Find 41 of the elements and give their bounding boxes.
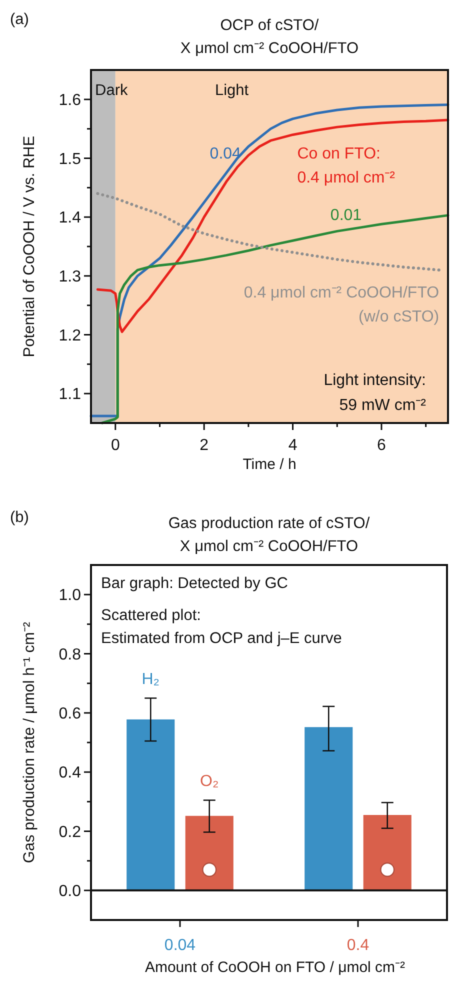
band-label: Light: [214, 82, 250, 99]
y-tick-label: 1.1: [58, 386, 82, 404]
bar: [304, 727, 353, 890]
y-tick-label: 0.4: [58, 764, 82, 782]
chart-title: OCP of cSTO/ X μmol cm⁻² CoOOH/FTO: [180, 17, 359, 57]
x-tick-label: 6: [377, 437, 386, 454]
annotation: Bar graph: Detected by GC: [101, 575, 288, 592]
text: (b): [10, 509, 29, 526]
y-tick-label: 1.2: [58, 327, 82, 344]
chart-title: Gas production rate of cSTO/ X μmol cm⁻² CoOOH/FTO: [168, 515, 370, 555]
x-axis-title: Amount of CoOOH on FTO / μmol cm⁻²: [144, 959, 406, 976]
bar: [363, 814, 412, 890]
x-tick-label: 0: [110, 437, 120, 454]
y-tick-label: 1.3: [58, 268, 82, 286]
series-label: O₂: [200, 773, 219, 790]
y-tick-label: 1.0: [58, 587, 82, 604]
annotation: Scattered plot: Estimated from OCP and j–E curve: [101, 607, 342, 647]
series-label: Co on FTO: 0.4 μmol cm⁻²: [297, 145, 396, 186]
annotation: Light intensity: 59 mW cm⁻²: [324, 372, 427, 414]
line-series: [96, 192, 441, 272]
bar: [185, 816, 234, 890]
bar: [126, 719, 175, 890]
series-label: 0.4 μmol cm⁻² CoOOH/FTO (w/o cSTO): [244, 284, 440, 326]
y-tick-label: 0.8: [58, 646, 82, 664]
y-tick-label: 1.4: [58, 210, 82, 227]
series-label: H₂: [142, 671, 160, 688]
y-axis-title: Potential of CoOOH / V vs. RHE: [21, 136, 38, 358]
y-tick-label: 0.0: [58, 883, 82, 900]
x-axis-title: Time / h: [242, 456, 296, 473]
y-tick-label: 0.2: [58, 824, 82, 841]
series-label: 0.01: [330, 207, 362, 224]
x-tick-label: 2: [200, 437, 209, 454]
y-tick-label: 0.6: [58, 706, 82, 723]
series-label: 0.04: [210, 145, 242, 162]
x-tick-label: 4: [288, 437, 298, 454]
band-label: Dark: [95, 82, 128, 99]
y-axis-title: Gas production rate / μmol h⁻¹ cm⁻²: [21, 622, 38, 864]
y-tick-label: 1.5: [58, 150, 82, 168]
line-series: [96, 118, 450, 334]
y-tick-label: 1.6: [58, 92, 82, 110]
text: (a): [10, 11, 29, 28]
